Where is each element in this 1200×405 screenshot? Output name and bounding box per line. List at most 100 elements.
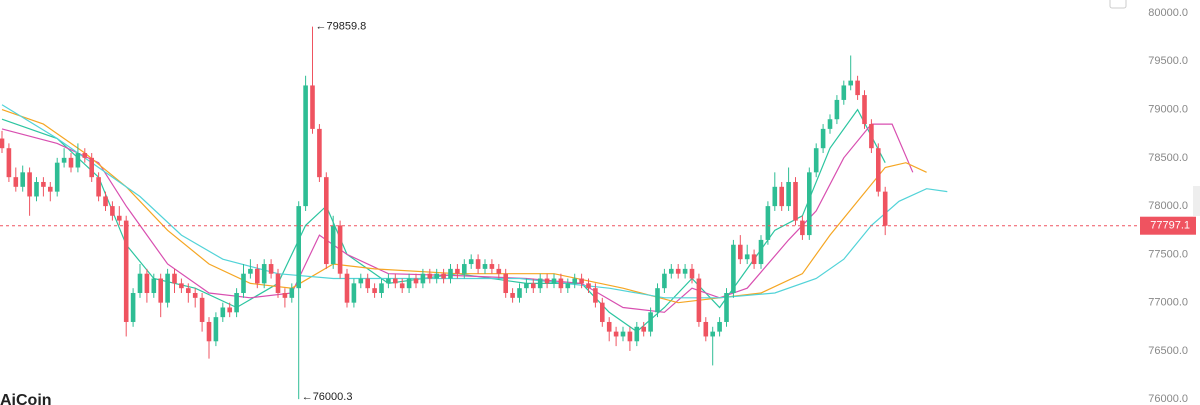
candle-body xyxy=(413,278,419,284)
candle-body xyxy=(662,273,667,289)
candle-body xyxy=(386,278,391,284)
candle-body xyxy=(420,273,426,284)
candle-body xyxy=(192,293,198,298)
candle-body xyxy=(544,278,550,284)
candle-body xyxy=(703,321,709,337)
candle-body xyxy=(317,128,322,178)
candle-body xyxy=(503,273,508,294)
candle-body xyxy=(103,196,108,207)
y-tick-label: 77500.0 xyxy=(1148,248,1188,260)
candle-body xyxy=(710,331,715,337)
candle-body xyxy=(399,283,405,289)
watermark: AiCoin xyxy=(0,392,52,405)
candle-body xyxy=(0,138,5,149)
candle-body xyxy=(213,317,219,342)
candle-body xyxy=(717,321,722,332)
candle-body xyxy=(241,273,246,294)
candle-body xyxy=(158,278,163,303)
min-label: 76000.3 xyxy=(313,391,353,403)
arrow: ← xyxy=(302,391,313,403)
candle-body xyxy=(199,297,205,322)
candle-body xyxy=(496,268,502,274)
candle-body xyxy=(827,119,833,129)
candle-body xyxy=(793,181,798,221)
candle-body xyxy=(82,153,88,158)
candle-body xyxy=(648,312,653,332)
candle-body xyxy=(330,225,336,265)
candle-body xyxy=(468,259,474,265)
candle-body xyxy=(337,225,343,274)
candle-body xyxy=(869,124,874,149)
candle-body xyxy=(882,191,888,226)
candle-body xyxy=(744,254,750,260)
candle-body xyxy=(531,283,536,289)
y-tick-label: 76500.0 xyxy=(1148,345,1188,357)
candle-body xyxy=(558,278,564,289)
candle-body xyxy=(641,326,646,332)
candle-body xyxy=(206,321,212,342)
y-tick-label: 79500.0 xyxy=(1148,55,1188,67)
candle-body xyxy=(813,148,819,173)
candle-body xyxy=(786,181,791,207)
candle-body xyxy=(606,321,612,332)
candle-body xyxy=(6,148,12,178)
candle-body xyxy=(310,85,315,129)
candle-body xyxy=(248,268,253,274)
y-tick-label: 78000.0 xyxy=(1148,200,1188,212)
candle-body xyxy=(455,268,460,274)
candle-body xyxy=(261,264,267,284)
candle-body xyxy=(227,307,232,313)
candle-body xyxy=(275,273,281,294)
candle-body xyxy=(234,293,239,313)
candle-body xyxy=(117,215,122,221)
candle-body xyxy=(751,254,757,265)
candle-body xyxy=(765,206,771,240)
candle-body xyxy=(27,172,32,197)
candle-body xyxy=(565,283,571,289)
candle-body xyxy=(758,239,764,265)
candle-body xyxy=(537,278,543,289)
candle-body xyxy=(779,186,784,207)
candle-body xyxy=(848,80,853,86)
y-tick-label: 79000.0 xyxy=(1148,103,1188,115)
candle-body xyxy=(151,278,157,294)
candle-body xyxy=(600,302,605,322)
candle-body xyxy=(172,273,177,284)
arrow: ← xyxy=(316,20,327,32)
max-label: 79859.8 xyxy=(327,20,367,32)
candle-body xyxy=(130,293,136,322)
candle-body xyxy=(324,177,329,265)
candle-body xyxy=(482,264,488,269)
scroll-handle[interactable] xyxy=(1193,186,1200,216)
candle-body xyxy=(75,153,81,168)
candle-body xyxy=(572,278,577,284)
candle-body xyxy=(448,268,453,279)
candle-body xyxy=(731,244,736,294)
candle-body xyxy=(524,283,529,289)
candle-body xyxy=(696,278,702,322)
candle-body xyxy=(586,283,591,289)
candle-body xyxy=(61,157,67,163)
candle-body xyxy=(393,278,398,284)
candle-body xyxy=(96,177,101,197)
candle-body xyxy=(462,264,467,274)
candle-body xyxy=(144,273,150,294)
candle-body xyxy=(179,283,184,289)
candle-body xyxy=(834,99,840,120)
toolbar-button[interactable] xyxy=(1109,0,1127,9)
candle-body xyxy=(620,331,626,337)
candle-body xyxy=(296,206,301,289)
candle-body xyxy=(627,331,633,342)
candle-body xyxy=(551,278,557,284)
candle-body xyxy=(165,273,170,303)
candle-body xyxy=(289,288,295,298)
candle-body xyxy=(137,273,143,294)
candle-body xyxy=(358,278,364,284)
candle-body xyxy=(365,278,370,289)
candle-body xyxy=(820,128,826,149)
candle-body xyxy=(434,273,439,279)
candle-body xyxy=(123,220,129,322)
last-price-box xyxy=(1140,216,1196,235)
candle-body xyxy=(682,268,688,274)
